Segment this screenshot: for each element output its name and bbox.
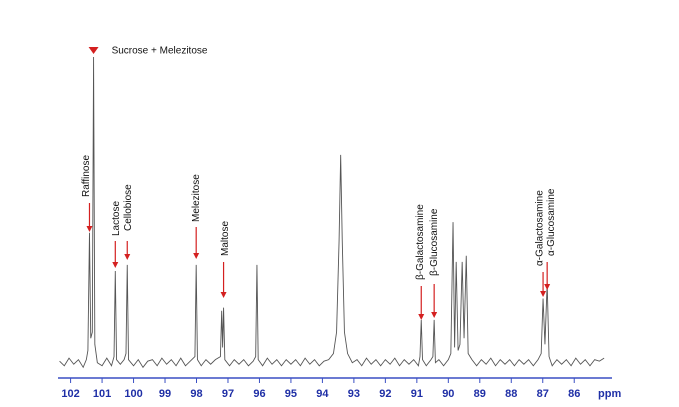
annotation-arrowhead <box>544 284 551 290</box>
annotation-arrowhead <box>220 292 227 298</box>
annotation-label: α-Galactosamine <box>535 190 546 266</box>
annotation-arrowhead <box>193 253 200 259</box>
annotation-label: Raffinose <box>81 154 92 197</box>
annotation-label: Cellobiose <box>123 184 134 231</box>
peak-marker-label: Sucrose + Melezitose <box>112 46 208 57</box>
annotation-arrowhead <box>86 226 93 232</box>
x-tick-label: 99 <box>159 388 171 400</box>
x-tick-label: 88 <box>505 388 517 400</box>
annotation-label: β-Glucosamine <box>429 208 440 276</box>
x-tick-label: 102 <box>61 388 79 400</box>
annotation-arrowhead <box>124 254 131 260</box>
x-tick-label: 92 <box>379 388 391 400</box>
x-tick-label: 96 <box>253 388 265 400</box>
x-tick-label: 95 <box>285 388 297 400</box>
annotation-label: α-Glucosamine <box>546 188 557 256</box>
annotation-arrowhead <box>540 291 547 297</box>
x-tick-label: 90 <box>442 388 454 400</box>
x-tick-label: 93 <box>348 388 360 400</box>
x-axis-label: ppm <box>598 388 621 400</box>
annotation-label: β-Galactosamine <box>415 204 426 280</box>
x-tick-label: 94 <box>316 388 329 400</box>
x-tick-label: 101 <box>93 388 111 400</box>
x-tick-label: 89 <box>474 388 486 400</box>
x-tick-label: 97 <box>222 388 234 400</box>
x-tick-label: 86 <box>568 388 580 400</box>
x-tick-label: 87 <box>537 388 549 400</box>
annotation-label: Maltose <box>220 221 231 256</box>
annotation-arrowhead <box>418 314 425 320</box>
peak-marker <box>88 47 99 54</box>
x-tick-label: 100 <box>124 388 142 400</box>
x-tick-label: 98 <box>190 388 202 400</box>
annotation-arrowhead <box>431 312 438 318</box>
spectrum-line <box>59 56 605 369</box>
annotation-label: Melezitose <box>191 174 202 222</box>
annotation-arrowhead <box>112 262 119 268</box>
x-tick-label: 91 <box>411 388 423 400</box>
annotation-label: Lactose <box>111 201 122 236</box>
